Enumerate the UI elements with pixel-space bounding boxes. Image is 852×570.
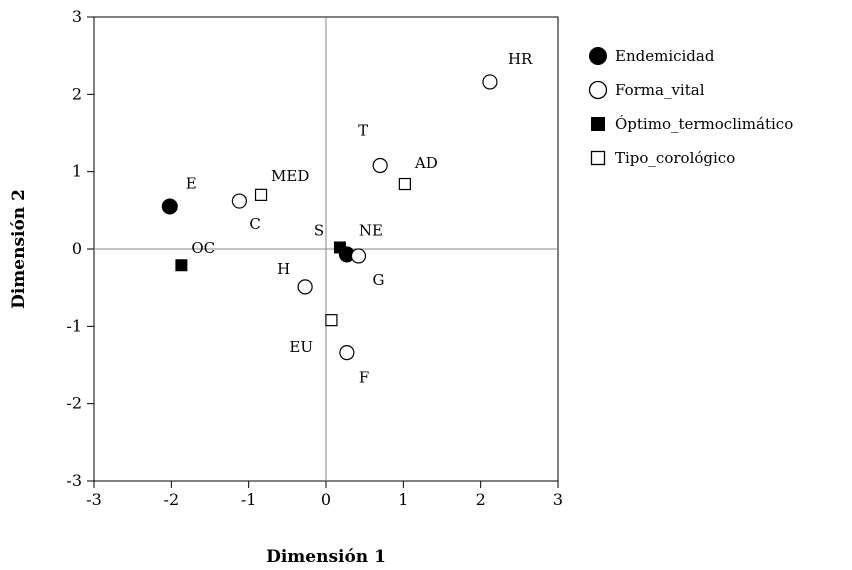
y-axis-title: Dimensión 2 <box>9 189 29 309</box>
legend-label: Forma_vital <box>615 81 705 99</box>
x-tick-label: 3 <box>553 490 563 509</box>
data-points: E NE HR T C G H F OC S MED AD EU <box>161 50 533 387</box>
point-h <box>297 279 313 295</box>
point-label-hr: HR <box>508 50 533 68</box>
point-label-s: S <box>314 221 324 239</box>
x-tick-label: -3 <box>86 490 102 509</box>
y-tick-label: 3 <box>72 7 82 26</box>
point-e <box>161 198 178 215</box>
point-eu <box>325 314 338 327</box>
legend-label: Óptimo_termoclimático <box>615 115 793 133</box>
legend-marker <box>590 150 606 166</box>
point-s <box>333 241 346 254</box>
x-tick-label: 0 <box>321 490 331 509</box>
y-tick-label: 0 <box>72 239 82 258</box>
y-tick-label: 1 <box>72 162 82 181</box>
point-label-h: H <box>277 260 290 278</box>
x-axis-title: Dimensión 1 <box>266 547 386 567</box>
point-label-ne: NE <box>359 221 383 239</box>
point-f <box>339 345 355 361</box>
x-tick-label: 2 <box>476 490 486 509</box>
point-t <box>372 157 388 174</box>
legend-label: Endemicidad <box>615 47 715 65</box>
point-label-c: C <box>249 215 260 233</box>
point-label-e: E <box>186 174 197 192</box>
legend-label: Tipo_corológico <box>615 149 735 167</box>
y-tick-label: 2 <box>72 84 82 103</box>
point-label-med: MED <box>271 167 309 185</box>
legend: Endemicidad Forma_vital Óptimo_termoclimát… <box>588 47 793 167</box>
point-label-oc: OC <box>191 239 215 257</box>
point-hr <box>482 74 498 90</box>
x-tick-label: -2 <box>164 490 180 509</box>
y-axis-ticks: 3 2 1 0 -1 -2 -3 <box>66 7 94 490</box>
x-axis-ticks: -3 -2 -1 0 1 2 3 <box>86 481 563 509</box>
point-label-eu: EU <box>289 338 313 356</box>
legend-marker <box>589 47 607 65</box>
y-tick-label: -2 <box>66 394 82 413</box>
point-c <box>231 193 247 209</box>
point-med <box>254 188 268 201</box>
legend-marker <box>588 80 608 100</box>
point-ad <box>398 177 411 191</box>
point-label-g: G <box>372 271 384 289</box>
point-oc <box>175 259 188 272</box>
x-tick-label: 1 <box>398 490 408 509</box>
x-tick-label: -1 <box>241 490 257 509</box>
y-tick-label: -1 <box>66 316 82 335</box>
y-tick-label: -3 <box>66 471 82 490</box>
legend-marker <box>591 117 605 131</box>
point-label-f: F <box>359 369 369 387</box>
point-g <box>350 248 367 264</box>
point-label-ad: AD <box>414 154 438 172</box>
point-label-t: T <box>358 121 368 139</box>
